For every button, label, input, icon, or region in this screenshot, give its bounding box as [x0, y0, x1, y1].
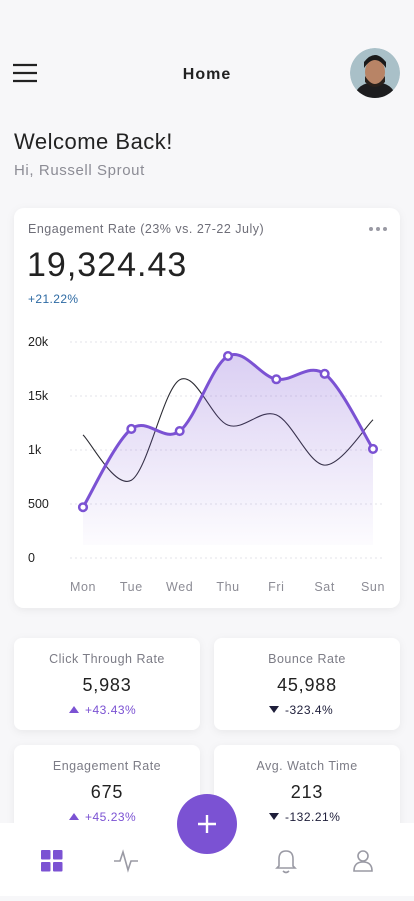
- nav-notifications[interactable]: [275, 850, 297, 874]
- stat-label: Avg. Watch Time: [256, 759, 357, 773]
- stat-label: Engagement Rate: [53, 759, 161, 773]
- stat-value: 213: [291, 782, 323, 802]
- stat-label: Click Through Rate: [49, 652, 165, 666]
- y-tick-label: 500: [28, 497, 49, 511]
- point: [174, 426, 185, 437]
- stat-card: [14, 638, 200, 730]
- stat-value: 45,988: [277, 675, 337, 695]
- card-value: 19,324.43: [27, 246, 187, 284]
- trend-arrow: [69, 813, 79, 820]
- point: [77, 502, 89, 513]
- avatar[interactable]: [350, 48, 400, 110]
- x-tick-label: Sun: [361, 580, 385, 594]
- stat-card: [214, 638, 400, 730]
- menu-button[interactable]: [13, 63, 37, 83]
- stat-change: +43.43%: [85, 703, 136, 717]
- y-tick-label: 1k: [28, 443, 42, 457]
- nav-profile[interactable]: [353, 850, 373, 872]
- point: [271, 374, 282, 385]
- stat-change: -132.21%: [285, 810, 340, 824]
- header-title: Home: [183, 66, 231, 83]
- stat-change: +45.23%: [85, 810, 136, 824]
- x-tick-label: Thu: [216, 580, 239, 594]
- stat-label: Bounce Rate: [268, 652, 346, 666]
- stat-card: [14, 745, 200, 837]
- more-button[interactable]: [369, 227, 387, 231]
- y-tick-label: 15k: [28, 389, 49, 403]
- y-tick-label: 20k: [28, 335, 49, 349]
- x-tick-label: Wed: [166, 580, 193, 594]
- nav-dashboard[interactable]: [41, 850, 63, 872]
- point: [319, 368, 330, 379]
- area-fill: [83, 354, 373, 545]
- x-tick-label: Sat: [314, 580, 335, 594]
- trend-arrow: [69, 706, 79, 713]
- card-change: +21.22%: [28, 292, 79, 306]
- stat-value: 5,983: [82, 675, 131, 695]
- add-button[interactable]: [177, 794, 237, 854]
- x-tick-label: Mon: [70, 580, 96, 594]
- x-tick-label: Fri: [268, 580, 284, 594]
- card-title: Engagement Rate (23% vs. 27-22 July): [28, 222, 264, 236]
- stat-value: 675: [91, 782, 123, 802]
- y-tick-label: 0: [28, 551, 35, 565]
- x-tick-label: Tue: [120, 580, 143, 594]
- welcome-title: Welcome Back!: [14, 129, 173, 154]
- stat-card: [214, 745, 400, 837]
- nav-activity[interactable]: [114, 849, 138, 873]
- trend-arrow: [269, 813, 279, 820]
- point: [367, 443, 379, 454]
- point: [222, 350, 234, 362]
- point: [126, 423, 137, 434]
- welcome-subtitle: Hi, Russell Sprout: [14, 162, 145, 179]
- stat-change: -323.4%: [285, 703, 333, 717]
- trend-arrow: [269, 706, 279, 713]
